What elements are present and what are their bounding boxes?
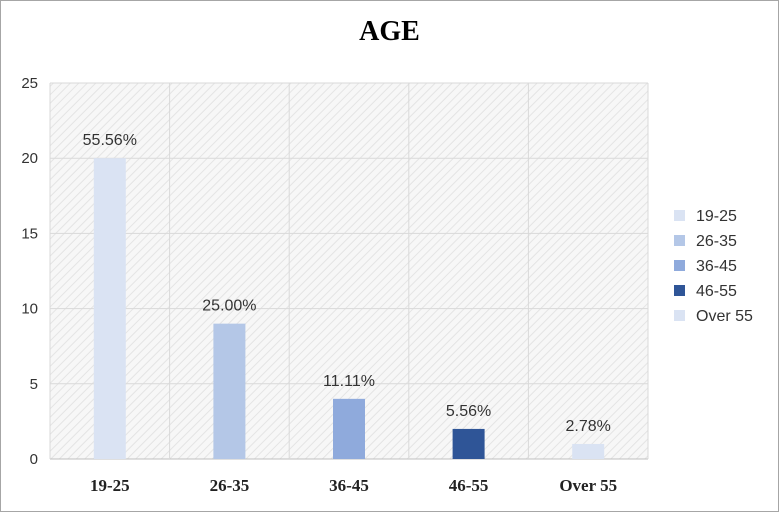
legend-swatch <box>674 235 685 246</box>
legend-entry: Over 55 <box>696 308 753 325</box>
data-label: 5.56% <box>446 403 491 420</box>
bar-46-55 <box>452 428 485 459</box>
y-tick-label: 15 <box>21 225 38 242</box>
x-tick-label: 36-45 <box>329 476 369 495</box>
chart-title: AGE <box>359 16 420 47</box>
y-tick-label: 10 <box>21 301 38 318</box>
y-tick-label: 25 <box>21 75 38 92</box>
y-tick-label: 20 <box>21 150 38 167</box>
legend-swatch <box>674 285 685 296</box>
x-tick-label: 46-55 <box>449 476 489 495</box>
x-tick-label: 19-25 <box>90 476 130 495</box>
y-tick-label: 0 <box>30 451 38 468</box>
legend-swatch <box>674 260 685 271</box>
y-tick-label: 5 <box>30 376 38 393</box>
legend-entry: 19-25 <box>696 208 737 225</box>
data-label: 25.00% <box>202 298 256 315</box>
bar-19-25 <box>93 158 126 459</box>
bar-36-45 <box>333 398 365 459</box>
data-label: 55.56% <box>83 132 137 149</box>
plot-area <box>50 83 648 459</box>
data-label: 11.11% <box>323 373 375 390</box>
x-tick-label: 26-35 <box>210 476 250 495</box>
bar-over-55 <box>572 443 605 459</box>
x-tick-label: Over 55 <box>559 476 617 495</box>
legend-entry: 36-45 <box>696 258 737 275</box>
legend-entry: 46-55 <box>696 283 737 300</box>
legend-swatch <box>674 310 685 321</box>
bar-26-35 <box>213 323 246 459</box>
legend-entry: 26-35 <box>696 233 737 250</box>
data-label: 2.78% <box>566 418 611 435</box>
legend-swatch <box>674 210 685 221</box>
